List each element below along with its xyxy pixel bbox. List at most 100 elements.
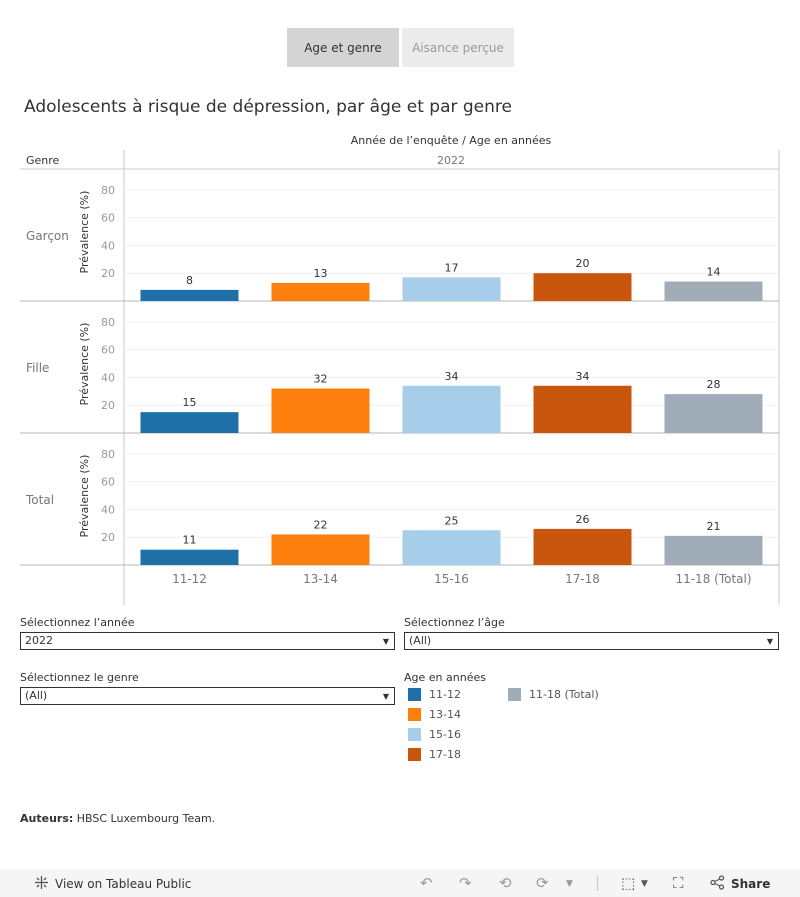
tableau-logo-icon [34,875,49,893]
bar [402,530,501,565]
y-tick-label: 80 [101,316,115,329]
chevron-down-icon: ▼ [766,637,773,646]
gender-select[interactable]: (All) ▼ [20,687,395,705]
bar [664,535,763,565]
y-tick-label: 40 [101,239,115,252]
bar-chart: Année de l’enquête / Age en années Genre 2… [20,134,780,605]
authors-text: HBSC Luxembourg Team. [76,812,216,825]
bar [140,289,239,301]
age-select[interactable]: (All) ▼ [404,632,779,650]
bar [271,282,370,301]
authors-label: Auteurs: [20,812,74,825]
view-on-tableau-link[interactable]: View on Tableau Public [34,875,191,893]
data-label: 34 [576,370,590,383]
legend-item[interactable]: 11-18 (Total) [508,688,599,701]
legend-label: 15-16 [429,728,461,741]
legend-item[interactable]: 11-12 [408,688,461,701]
tab-age-et-genre[interactable]: Age et genre [287,28,399,67]
data-label: 32 [314,373,328,386]
data-label: 13 [314,267,328,280]
y-tick-label: 20 [101,399,115,412]
data-label: 14 [707,266,721,279]
legend-title: Age en années [404,671,486,684]
download-icon[interactable]: ⬚ [621,874,636,892]
data-label: 25 [445,514,459,527]
y-tick-label: 80 [101,184,115,197]
bar [140,412,239,433]
tab-aisance-percue[interactable]: Aisance perçue [402,28,514,67]
gender-select-value: (All) [25,689,48,702]
chevron-down-icon: ▼ [382,692,389,701]
legend-swatch [508,688,521,701]
authors-note: Auteurs: HBSC Luxembourg Team. [20,812,215,825]
fullscreen-icon[interactable]: ⛶ [673,874,684,892]
legend-swatch [408,688,421,701]
view-on-tableau-label: View on Tableau Public [55,877,192,891]
x-tick-label: 13-14 [303,572,338,586]
refresh-icon[interactable]: ⟳ [536,874,549,892]
chart-header-label: Année de l’enquête / Age en années [351,134,552,147]
row-label-total: Total [25,493,54,507]
data-label: 8 [186,274,193,287]
legend-label: 13-14 [429,708,461,721]
y-tick-label: 60 [101,212,115,225]
y-axis-title: Prévalence (%) [78,323,91,406]
revert-icon[interactable]: ⟲ [499,874,512,892]
bar [402,277,501,301]
bar [271,534,370,565]
data-label: 21 [707,520,721,533]
age-select-value: (All) [409,634,432,647]
year-select-value: 2022 [25,634,53,647]
legend-item[interactable]: 13-14 [408,708,461,721]
bar [664,394,763,433]
bar [664,281,763,301]
y-tick-label: 20 [101,531,115,544]
data-label: 15 [183,396,197,409]
data-label: 11 [183,534,197,547]
view-tabs: Age et genre Aisance perçue [287,28,514,67]
year-select[interactable]: 2022 ▼ [20,632,395,650]
legend-swatch [408,728,421,741]
legend-swatch [408,748,421,761]
chevron-down-icon[interactable]: ▼ [641,879,648,889]
undo-icon[interactable]: ↶ [420,874,433,892]
row-label-fille: Fille [26,361,49,375]
x-tick-label: 15-16 [434,572,469,586]
toolbar-divider: | [595,873,601,891]
share-label: Share [731,877,771,891]
legend-label: 11-12 [429,688,461,701]
page-title: Adolescents à risque de dépression, par … [24,97,512,117]
share-button[interactable]: Share [710,875,770,893]
y-tick-label: 80 [101,448,115,461]
data-label: 34 [445,370,459,383]
bar [271,388,370,433]
share-icon [710,875,725,893]
data-label: 26 [576,513,590,526]
year-column-header: 2022 [437,154,465,167]
legend-label: 11-18 (Total) [529,688,599,701]
bar [533,273,632,301]
data-label: 28 [707,378,721,391]
y-tick-label: 60 [101,344,115,357]
chevron-down-icon: ▼ [382,637,389,646]
y-tick-label: 60 [101,476,115,489]
chevron-down-icon[interactable]: ▼ [566,879,573,889]
data-label: 17 [445,261,459,274]
y-axis-title: Prévalence (%) [78,191,91,274]
row-header-label: Genre [26,154,60,167]
age-filter-label: Sélectionnez l’âge [404,616,505,629]
legend-item[interactable]: 17-18 [408,748,461,761]
redo-icon[interactable]: ↷ [459,874,472,892]
y-axis-title: Prévalence (%) [78,455,91,538]
bar [140,549,239,565]
legend-label: 17-18 [429,748,461,761]
bar [533,528,632,565]
legend-swatch [408,708,421,721]
data-label: 22 [314,518,328,531]
data-label: 20 [576,257,590,270]
y-tick-label: 20 [101,267,115,280]
bar [533,385,632,433]
legend-item[interactable]: 15-16 [408,728,461,741]
row-label-garçon: Garçon [26,229,69,243]
x-tick-label: 17-18 [565,572,600,586]
